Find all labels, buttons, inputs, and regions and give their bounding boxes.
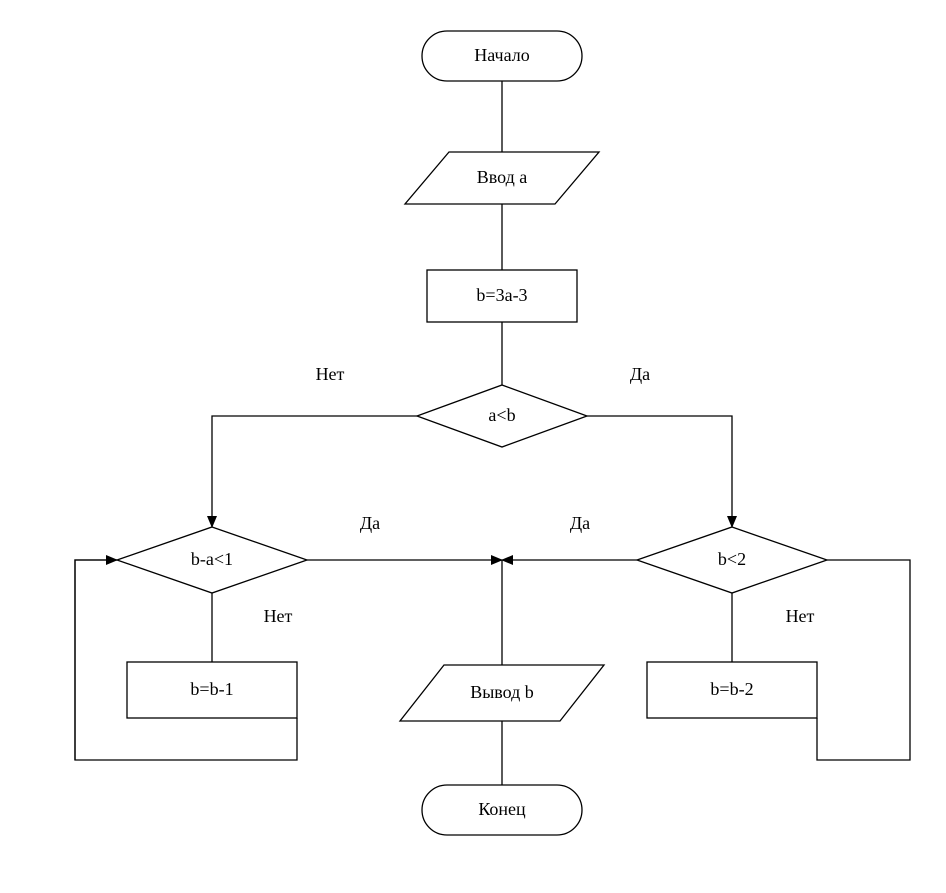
edge-e_proc2r_loop (817, 560, 910, 760)
node-label-start: Начало (474, 45, 529, 65)
node-proc2l: b=b-1 (127, 662, 297, 718)
edge-label-e_dec2r_yes: Да (570, 513, 590, 533)
edge-label-e_dec2l_no: Нет (264, 606, 293, 626)
node-end: Конец (422, 785, 582, 835)
node-input: Ввод a (405, 152, 599, 204)
node-label-proc1: b=3a-3 (476, 285, 527, 305)
node-label-dec2l: b-a<1 (191, 549, 233, 569)
node-dec2r: b<2 (637, 527, 827, 593)
node-dec2l: b-a<1 (117, 527, 307, 593)
edge-e_proc2l_loop (75, 560, 297, 760)
node-output: Вывод b (400, 665, 604, 721)
node-start: Начало (422, 31, 582, 81)
node-dec1: a<b (417, 385, 587, 447)
node-label-end: Конец (478, 799, 526, 819)
edge-label-e_dec1_no: Нет (316, 364, 345, 384)
nodes-layer: Начало Ввод a b=3a-3 a<b b-a<1 b<2 b=b-1 b=b-2 В… (117, 31, 827, 835)
node-label-dec1: a<b (488, 405, 515, 425)
edge-e_dec1_no (212, 416, 417, 527)
node-label-output: Вывод b (470, 682, 534, 702)
edge-e_dec1_yes (587, 416, 732, 527)
edge-label-e_dec1_yes: Да (630, 364, 650, 384)
node-label-proc2r: b=b-2 (710, 679, 753, 699)
node-proc1: b=3a-3 (427, 270, 577, 322)
edge-label-e_dec2l_yes: Да (360, 513, 380, 533)
edge-label-e_dec2r_no: Нет (786, 606, 815, 626)
node-label-input: Ввод a (477, 167, 528, 187)
node-proc2r: b=b-2 (647, 662, 817, 718)
node-label-proc2l: b=b-1 (190, 679, 233, 699)
edge-e_proc2l_loop2 (75, 560, 117, 760)
node-label-dec2r: b<2 (718, 549, 746, 569)
flowchart-canvas: Нет Да Да Да Нет Нет Начало Ввод a b=3a-3 a<b b-a<… (0, 0, 946, 893)
